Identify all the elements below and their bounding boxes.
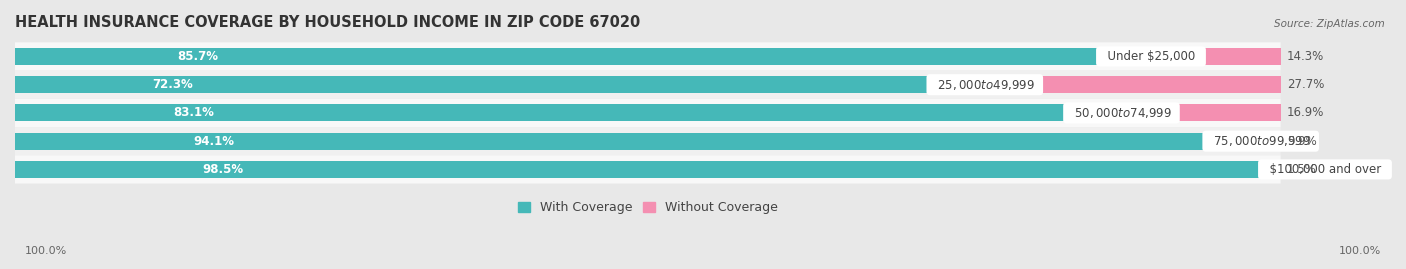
Text: 14.3%: 14.3% — [1286, 50, 1324, 63]
Text: 16.9%: 16.9% — [1286, 107, 1324, 119]
Text: 72.3%: 72.3% — [152, 78, 193, 91]
Bar — [1206, 133, 1281, 150]
Bar — [1099, 48, 1281, 65]
Bar — [15, 133, 1206, 150]
Bar — [1261, 161, 1281, 178]
Text: Source: ZipAtlas.com: Source: ZipAtlas.com — [1274, 19, 1385, 29]
Bar — [15, 42, 1281, 70]
Text: 83.1%: 83.1% — [173, 107, 214, 119]
Text: 100.0%: 100.0% — [25, 246, 67, 256]
Text: $75,000 to $99,999: $75,000 to $99,999 — [1206, 134, 1316, 148]
Bar — [15, 104, 1067, 121]
Legend: With Coverage, Without Coverage: With Coverage, Without Coverage — [517, 201, 778, 214]
Text: 1.5%: 1.5% — [1286, 163, 1316, 176]
Bar — [15, 99, 1281, 127]
Text: 85.7%: 85.7% — [177, 50, 219, 63]
Text: 100.0%: 100.0% — [1339, 246, 1381, 256]
Bar — [15, 76, 929, 93]
Bar — [929, 76, 1281, 93]
Bar — [15, 127, 1281, 155]
Text: 94.1%: 94.1% — [194, 135, 235, 148]
Text: 27.7%: 27.7% — [1286, 78, 1324, 91]
Text: $50,000 to $74,999: $50,000 to $74,999 — [1067, 106, 1177, 120]
Text: 5.9%: 5.9% — [1286, 135, 1316, 148]
Bar — [15, 70, 1281, 99]
Text: Under $25,000: Under $25,000 — [1099, 50, 1202, 63]
Bar — [15, 161, 1261, 178]
Text: $100,000 and over: $100,000 and over — [1261, 163, 1388, 176]
Text: 98.5%: 98.5% — [202, 163, 243, 176]
Text: $25,000 to $49,999: $25,000 to $49,999 — [929, 78, 1039, 92]
Text: HEALTH INSURANCE COVERAGE BY HOUSEHOLD INCOME IN ZIP CODE 67020: HEALTH INSURANCE COVERAGE BY HOUSEHOLD I… — [15, 15, 640, 30]
Bar — [1067, 104, 1281, 121]
Bar — [15, 48, 1099, 65]
Bar — [15, 155, 1281, 183]
